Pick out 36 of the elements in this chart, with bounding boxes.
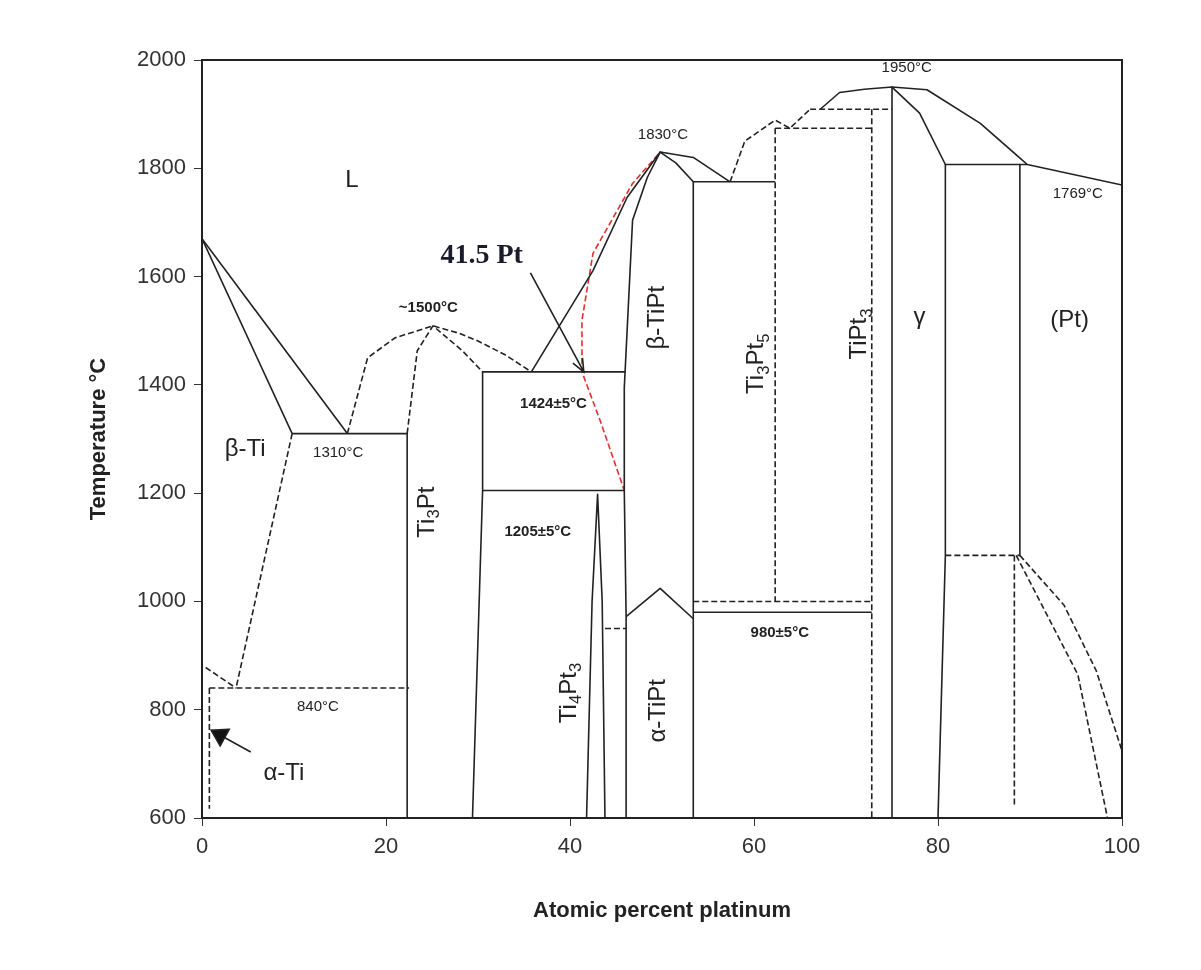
- annotation: 1310°C: [313, 443, 364, 461]
- x-tick-label: 100: [1103, 833, 1141, 859]
- y-tick-label: 800: [149, 695, 186, 721]
- annotation: 840°C: [296, 696, 340, 714]
- y-tick-label: 1400: [137, 370, 186, 396]
- annotation: ~1500°C: [398, 297, 458, 315]
- y-tick-label: 1200: [137, 479, 186, 505]
- annotation: α-TiPt: [642, 678, 670, 743]
- y-tick-label: 1600: [137, 262, 186, 288]
- annotation: (Pt): [1050, 305, 1089, 333]
- x-tick-label: 40: [557, 833, 583, 859]
- x-axis-title: Atomic percent platinum: [533, 896, 791, 922]
- annotation: Ti4Pt3: [553, 662, 585, 724]
- y-tick-label: 1800: [137, 154, 186, 180]
- annotation: γ: [913, 302, 926, 330]
- annotation: α-Ti: [263, 757, 305, 785]
- y-tick-label: 2000: [137, 46, 186, 72]
- annotation: β-Ti: [224, 433, 266, 461]
- annotation: 41.5 Pt: [440, 237, 524, 269]
- annotation: Ti3Pt: [412, 486, 444, 538]
- x-tick-label: 80: [925, 833, 951, 859]
- annotation: Ti3Pt5: [741, 333, 773, 394]
- y-tick-label: 1000: [137, 587, 186, 613]
- annotation: 1769°C: [1052, 184, 1104, 202]
- annotation: 980±5°C: [750, 622, 810, 640]
- y-axis-title: Temperature °C: [85, 357, 111, 521]
- y-tick-label: 600: [149, 804, 186, 830]
- annotation: β-TiPt: [642, 285, 670, 350]
- x-tick-label: 0: [195, 833, 209, 859]
- annotation: 1205±5°C: [504, 522, 572, 540]
- annotation: L: [345, 164, 359, 192]
- x-tick-label: 20: [373, 833, 399, 859]
- annotation: 1950°C: [881, 58, 932, 76]
- annotation: 1424±5°C: [520, 393, 587, 411]
- annotation: 1830°C: [637, 125, 689, 143]
- x-tick-label: 60: [741, 833, 767, 859]
